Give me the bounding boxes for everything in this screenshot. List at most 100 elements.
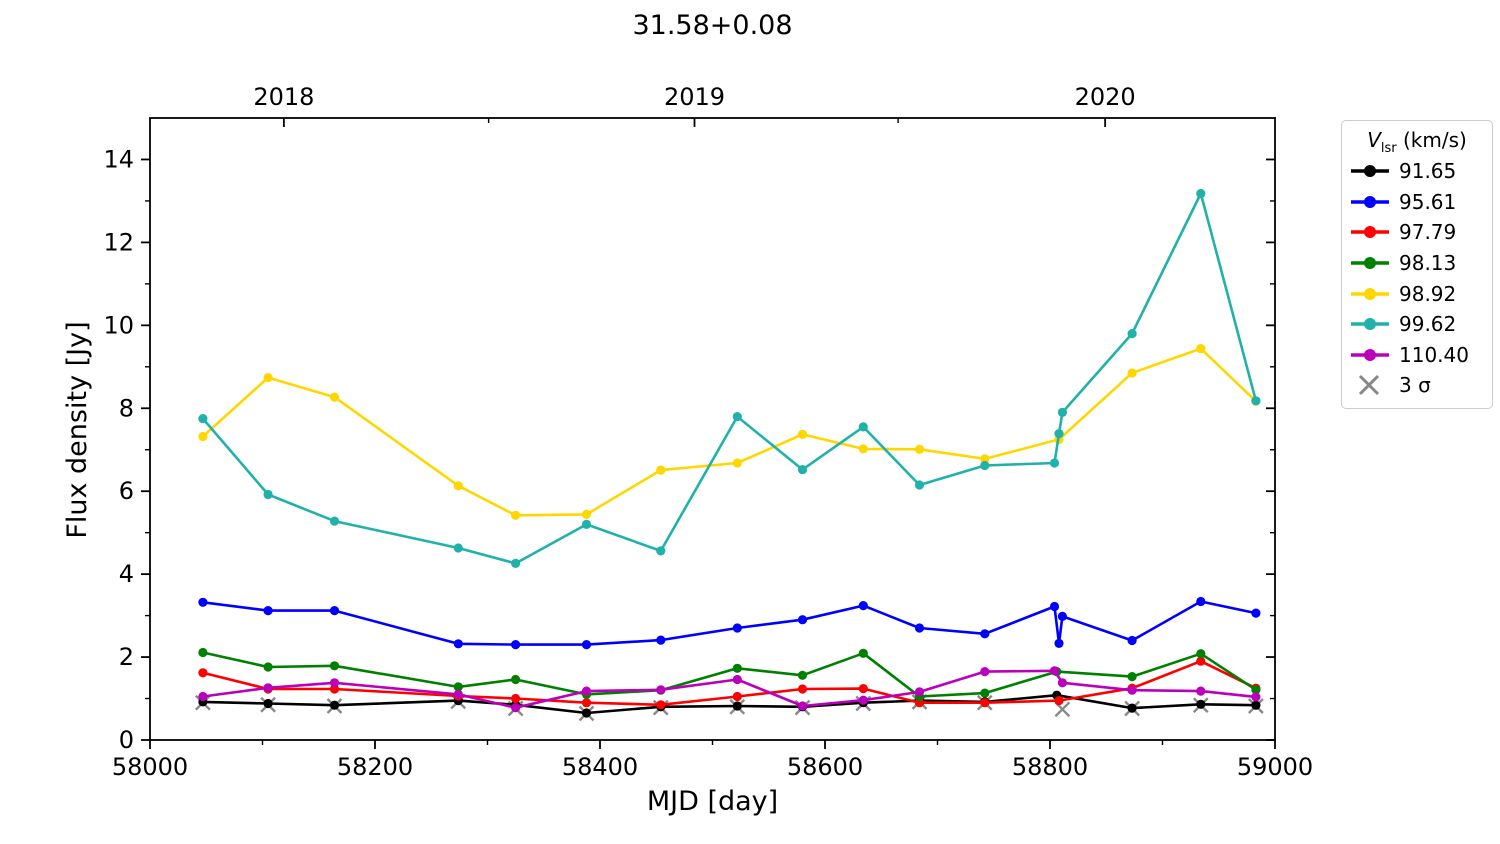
svg-text:58600: 58600: [787, 753, 863, 781]
series-97.79: [198, 656, 1261, 710]
svg-text:58400: 58400: [562, 753, 638, 781]
x-axis-label: MJD [day]: [646, 786, 779, 817]
legend-entries: 91.65 95.61 97.79 98.13 98.92 99.62 110.40 3 σ: [1350, 156, 1484, 401]
data-point: [797, 670, 808, 680]
data-point: [858, 444, 868, 454]
data-point: [453, 682, 463, 692]
data-point: [581, 708, 592, 718]
series-95.61: [198, 596, 1261, 650]
data-point: [980, 698, 990, 708]
data-point: [656, 700, 666, 710]
data-point: [980, 454, 990, 464]
legend-entry-95.61: 95.61: [1350, 187, 1484, 218]
data-point: [732, 691, 742, 702]
data-point: [732, 623, 742, 633]
legend-title-sub: lsr: [1380, 141, 1397, 156]
data-point: [656, 465, 666, 475]
data-point: [1127, 672, 1137, 682]
legend-entry-label: 98.13: [1399, 251, 1457, 276]
right-axis-ticks: [1266, 158, 1275, 741]
svg-text:2020: 2020: [1075, 83, 1136, 111]
data-point: [858, 684, 868, 694]
data-point: [980, 688, 990, 698]
legend-line-sample: [1351, 226, 1389, 239]
svg-text:12: 12: [103, 228, 134, 256]
data-point: [732, 663, 742, 673]
data-point: [656, 685, 666, 695]
svg-text:4: 4: [119, 560, 134, 588]
data-point: [581, 509, 592, 519]
legend-entry-110.40: 110.40: [1350, 340, 1484, 371]
data-point: [329, 661, 340, 671]
legend-entry-97.79: 97.79: [1350, 217, 1484, 248]
y-axis-ticks: 0 2 4 6 8 10 12 14: [103, 145, 150, 754]
data-point: [1196, 699, 1206, 709]
legend-entry-3-sigma: 3 σ: [1350, 370, 1484, 401]
data-point: [453, 689, 463, 700]
data-point: [329, 606, 340, 616]
data-point: [198, 668, 208, 678]
data-point: [1251, 700, 1261, 710]
legend-entry-98.92: 98.92: [1350, 278, 1484, 309]
data-point: [581, 640, 592, 650]
data-point: [1054, 696, 1064, 706]
legend-entry-label: 98.92: [1399, 281, 1457, 306]
data-point: [732, 412, 742, 422]
data-point: [797, 701, 808, 711]
data-point: [797, 465, 808, 475]
data-point: [914, 687, 925, 697]
legend-entry-label: 99.62: [1399, 312, 1457, 337]
data-point: [329, 516, 340, 526]
data-point: [198, 431, 208, 442]
legend-entry-label: 97.79: [1399, 220, 1457, 245]
legend-line-sample: [1351, 165, 1389, 178]
series-line-91.65: [202, 693, 1256, 715]
data-point: [1127, 685, 1137, 695]
svg-text:58000: 58000: [112, 753, 188, 781]
svg-text:58800: 58800: [1012, 753, 1088, 781]
data-point: [797, 615, 808, 625]
data-point: [329, 392, 340, 402]
top-axis-year-ticks: 2018 2019 2020: [253, 83, 1136, 127]
legend-line-sample: [1351, 348, 1389, 361]
data-point: [453, 639, 463, 649]
legend-line-sample: [1351, 195, 1389, 208]
series-110.40: [198, 666, 1261, 713]
data-point: [581, 698, 592, 708]
legend-entry-98.13: 98.13: [1350, 248, 1484, 279]
data-point: [581, 686, 592, 696]
svg-text:2: 2: [119, 643, 134, 671]
data-point: [263, 606, 273, 616]
data-point: [198, 691, 208, 702]
data-point: [198, 647, 208, 658]
data-point: [1127, 368, 1137, 378]
data-point: [797, 429, 808, 439]
data-point: [198, 414, 208, 424]
legend-x-marker-sample: [1358, 375, 1380, 396]
chart-title: 31.58+0.08: [632, 10, 793, 41]
data-point: [581, 519, 592, 530]
data-point: [1127, 703, 1137, 713]
data-point: [1057, 611, 1067, 622]
data-point: [1049, 666, 1060, 676]
data-point: [263, 683, 273, 693]
data-point: [858, 601, 868, 611]
legend-title-var: V: [1367, 128, 1381, 152]
data-point: [732, 701, 742, 711]
data-point: [1057, 678, 1067, 688]
data-point: [914, 444, 925, 454]
legend-entry-99.62: 99.62: [1350, 309, 1484, 340]
svg-text:6: 6: [119, 477, 134, 505]
data-point: [510, 558, 521, 569]
data-point: [510, 640, 521, 650]
series-line-95.61: [202, 600, 1257, 646]
data-point: [198, 597, 208, 607]
series-line-98.13: [202, 651, 1257, 698]
data-point: [1049, 458, 1060, 468]
data-point: [656, 546, 666, 556]
data-point: [453, 481, 463, 491]
data-point: [329, 700, 340, 710]
data-point: [1251, 692, 1261, 702]
